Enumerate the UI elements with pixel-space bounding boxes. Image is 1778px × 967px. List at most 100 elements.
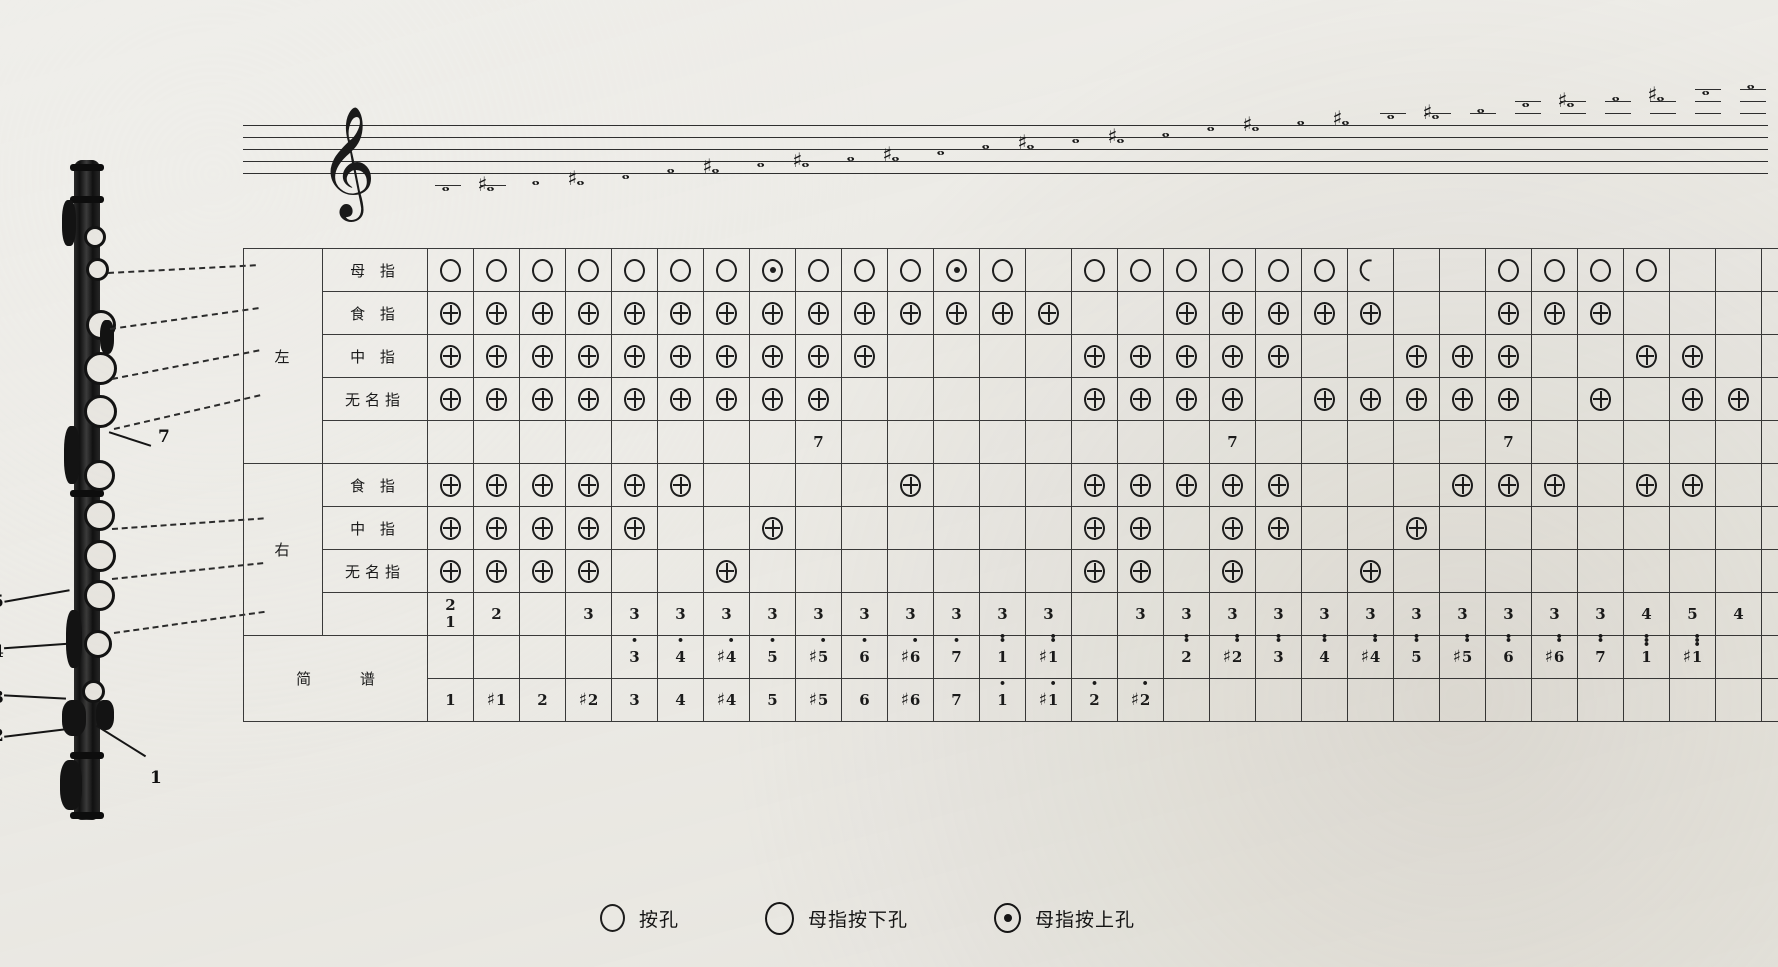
row-seven-cell-17[interactable]: 7 <box>1209 420 1256 464</box>
row-left-index-cell-25[interactable] <box>1577 291 1624 335</box>
row-seven-cell-14[interactable] <box>1071 420 1118 464</box>
jianpu-lower-cell-10[interactable]: ♯6 <box>887 678 934 722</box>
jianpu-upper-cell-0[interactable] <box>427 635 474 679</box>
row-left-ring-cell-26[interactable] <box>1623 377 1670 421</box>
row-left-index-cell-19[interactable] <box>1301 291 1348 335</box>
row-right-index-cell-27[interactable] <box>1669 463 1716 507</box>
key-number-cell-3[interactable]: 3 <box>565 592 612 636</box>
row-left-thumb-cell-19[interactable] <box>1301 248 1348 292</box>
row-right-middle-cell-12[interactable] <box>979 506 1026 550</box>
row-left-thumb-cell-9[interactable] <box>841 248 888 292</box>
row-left-ring-cell-20[interactable] <box>1347 377 1394 421</box>
row-left-ring-cell-0[interactable] <box>427 377 474 421</box>
row-left-middle-cell-21[interactable] <box>1393 334 1440 378</box>
row-right-middle-cell-10[interactable] <box>887 506 934 550</box>
row-left-ring-cell-2[interactable] <box>519 377 566 421</box>
jianpu-upper-cell-13[interactable]: ♯1 • • <box>1025 631 1072 679</box>
row-right-ring-cell-16[interactable] <box>1163 549 1210 593</box>
row-right-index-cell-13[interactable] <box>1025 463 1072 507</box>
jianpu-upper-cell-15[interactable] <box>1117 635 1164 679</box>
row-seven-cell-29[interactable]: 7 <box>1761 420 1778 464</box>
row-right-ring-cell-22[interactable] <box>1439 549 1486 593</box>
row-seven-cell-10[interactable] <box>887 420 934 464</box>
row-right-ring-cell-27[interactable] <box>1669 549 1716 593</box>
row-left-ring-cell-18[interactable] <box>1255 377 1302 421</box>
row-right-ring-cell-29[interactable] <box>1761 549 1778 593</box>
row-right-index-cell-22[interactable] <box>1439 463 1486 507</box>
jianpu-lower-cell-9[interactable]: 6 <box>841 678 888 722</box>
row-left-ring-cell-10[interactable] <box>887 377 934 421</box>
row-left-middle-cell-18[interactable] <box>1255 334 1302 378</box>
row-left-ring-cell-17[interactable] <box>1209 377 1256 421</box>
row-seven-cell-25[interactable] <box>1577 420 1624 464</box>
row-left-thumb-cell-22[interactable] <box>1439 248 1486 292</box>
row-left-thumb-cell-10[interactable] <box>887 248 934 292</box>
row-right-middle-cell-25[interactable] <box>1577 506 1624 550</box>
jianpu-upper-cell-28[interactable] <box>1715 635 1762 679</box>
jianpu-upper-cell-18[interactable]: 3 • • <box>1255 631 1302 679</box>
row-left-middle-cell-15[interactable] <box>1117 334 1164 378</box>
row-right-index-cell-14[interactable] <box>1071 463 1118 507</box>
row-right-index-cell-15[interactable] <box>1117 463 1164 507</box>
jianpu-lower-cell-14[interactable]: 2 • <box>1071 678 1118 722</box>
jianpu-lower-cell-23[interactable] <box>1485 678 1532 722</box>
row-left-ring-cell-6[interactable] <box>703 377 750 421</box>
row-left-index-cell-29[interactable] <box>1761 291 1778 335</box>
row-left-middle-cell-29[interactable] <box>1761 334 1778 378</box>
key-number-cell-29[interactable] <box>1761 592 1778 636</box>
row-right-middle-cell-14[interactable] <box>1071 506 1118 550</box>
jianpu-upper-cell-24[interactable]: ♯6 • • <box>1531 631 1578 679</box>
row-right-index-cell-16[interactable] <box>1163 463 1210 507</box>
row-left-middle-cell-20[interactable] <box>1347 334 1394 378</box>
jianpu-upper-cell-21[interactable]: 5 • • <box>1393 631 1440 679</box>
row-right-index-cell-25[interactable] <box>1577 463 1624 507</box>
jianpu-lower-cell-12[interactable]: 1 • <box>979 678 1026 722</box>
row-right-middle-cell-28[interactable] <box>1715 506 1762 550</box>
row-left-ring-cell-25[interactable] <box>1577 377 1624 421</box>
row-left-ring-cell-24[interactable] <box>1531 377 1578 421</box>
row-left-ring-cell-27[interactable] <box>1669 377 1716 421</box>
key-number-cell-15[interactable]: 3 <box>1117 592 1164 636</box>
row-right-index-cell-8[interactable] <box>795 463 842 507</box>
row-right-ring-cell-9[interactable] <box>841 549 888 593</box>
row-right-ring-cell-7[interactable] <box>749 549 796 593</box>
jianpu-lower-cell-22[interactable] <box>1439 678 1486 722</box>
key-number-cell-4[interactable]: 3 <box>611 592 658 636</box>
row-right-ring-cell-18[interactable] <box>1255 549 1302 593</box>
row-right-ring-cell-24[interactable] <box>1531 549 1578 593</box>
row-left-index-cell-11[interactable] <box>933 291 980 335</box>
jianpu-upper-cell-20[interactable]: ♯4 • • <box>1347 631 1394 679</box>
row-left-index-cell-4[interactable] <box>611 291 658 335</box>
row-right-middle-cell-7[interactable] <box>749 506 796 550</box>
row-right-middle-cell-19[interactable] <box>1301 506 1348 550</box>
row-right-ring-cell-28[interactable] <box>1715 549 1762 593</box>
key-number-cell-5[interactable]: 3 <box>657 592 704 636</box>
jianpu-lower-cell-16[interactable] <box>1163 678 1210 722</box>
row-right-middle-cell-9[interactable] <box>841 506 888 550</box>
jianpu-lower-cell-2[interactable]: 2 <box>519 678 566 722</box>
row-left-middle-cell-22[interactable] <box>1439 334 1486 378</box>
row-right-middle-cell-2[interactable] <box>519 506 566 550</box>
row-left-middle-cell-25[interactable] <box>1577 334 1624 378</box>
jianpu-lower-cell-3[interactable]: ♯2 <box>565 678 612 722</box>
row-right-ring-cell-20[interactable] <box>1347 549 1394 593</box>
row-seven-cell-11[interactable] <box>933 420 980 464</box>
row-left-thumb-cell-6[interactable] <box>703 248 750 292</box>
row-left-thumb-cell-4[interactable] <box>611 248 658 292</box>
row-right-index-cell-12[interactable] <box>979 463 1026 507</box>
row-left-thumb-cell-24[interactable] <box>1531 248 1578 292</box>
jianpu-upper-cell-5[interactable]: 4 • <box>657 635 704 679</box>
row-left-index-cell-9[interactable] <box>841 291 888 335</box>
jianpu-lower-cell-15[interactable]: ♯2 • <box>1117 678 1164 722</box>
jianpu-lower-cell-5[interactable]: 4 <box>657 678 704 722</box>
row-right-index-cell-5[interactable] <box>657 463 704 507</box>
jianpu-lower-cell-4[interactable]: 3 <box>611 678 658 722</box>
row-seven-cell-8[interactable]: 7 <box>795 420 842 464</box>
row-left-middle-cell-11[interactable] <box>933 334 980 378</box>
row-right-ring-cell-25[interactable] <box>1577 549 1624 593</box>
row-right-index-cell-21[interactable] <box>1393 463 1440 507</box>
jianpu-lower-cell-18[interactable] <box>1255 678 1302 722</box>
jianpu-upper-cell-10[interactable]: ♯6 • <box>887 635 934 679</box>
row-right-ring-cell-10[interactable] <box>887 549 934 593</box>
